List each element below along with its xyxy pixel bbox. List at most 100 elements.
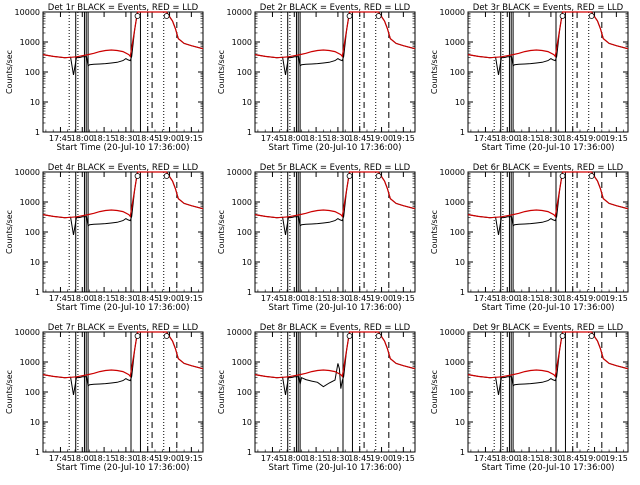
y-tick-label: 1 <box>460 128 465 137</box>
x-tick-label: 18:00 <box>71 294 94 303</box>
x-axis-label: Start Time (20-Jul-10 17:36:00) <box>269 143 402 153</box>
y-tick-label: 10000 <box>440 328 465 337</box>
panel-6: Det 6r BLACK = Events, RED = LLD 1 10 100 10… <box>430 163 629 313</box>
x-tick-label: 18:45 <box>561 454 584 463</box>
peak-marker-circle <box>588 173 595 179</box>
x-tick-label: 18:30 <box>326 454 349 463</box>
lld-series-line <box>467 11 629 59</box>
x-tick-label: 19:00 <box>583 294 606 303</box>
y-tick-label: 100 <box>237 68 252 77</box>
y-tick-label: 10 <box>455 98 465 107</box>
x-tick-label: 19:15 <box>605 134 628 143</box>
y-tick-label: 10 <box>455 418 465 427</box>
x-tick-label: 18:15 <box>93 454 116 463</box>
plot-frame <box>254 331 416 453</box>
x-tick-label: 18:15 <box>518 454 541 463</box>
peak-marker-circle <box>134 333 141 339</box>
x-tick-label: 17:45 <box>261 454 284 463</box>
x-tick-label: 18:45 <box>348 294 371 303</box>
x-tick-label: 17:45 <box>474 134 497 143</box>
y-tick-label: 10 <box>30 418 40 427</box>
events-series-line <box>254 11 416 75</box>
events-series-line <box>254 171 416 235</box>
x-tick-label: 18:30 <box>539 294 562 303</box>
panel-title: Det 5r BLACK = Events, RED = LLD <box>260 163 411 173</box>
y-tick-label: 100 <box>25 68 40 77</box>
x-tick-label: 17:45 <box>474 294 497 303</box>
y-tick-label: 1000 <box>20 198 40 207</box>
x-tick-label: 18:45 <box>348 134 371 143</box>
y-axis-label: Counts/sec <box>5 50 14 94</box>
peak-marker-circle <box>375 13 382 19</box>
x-tick-label: 19:15 <box>180 294 203 303</box>
x-tick-label: 18:30 <box>539 134 562 143</box>
x-tick-label: 19:00 <box>158 294 181 303</box>
panel-4: Det 4r BLACK = Events, RED = LLD 1 10 100 10… <box>5 163 204 313</box>
panel-title: Det 7r BLACK = Events, RED = LLD <box>48 323 199 333</box>
x-tick-label: 17:45 <box>49 454 72 463</box>
y-tick-label: 10000 <box>15 168 40 177</box>
y-tick-label: 100 <box>25 228 40 237</box>
x-tick-label: 17:45 <box>49 294 72 303</box>
x-axis-label: Start Time (20-Jul-10 17:36:00) <box>482 303 615 313</box>
y-axis-label: Counts/sec <box>430 370 439 414</box>
y-tick-label: 100 <box>450 228 465 237</box>
y-tick-label: 100 <box>450 68 465 77</box>
x-tick-label: 18:00 <box>283 294 306 303</box>
lld-series-line <box>254 331 416 379</box>
y-tick-label: 100 <box>237 228 252 237</box>
x-tick-label: 18:00 <box>283 454 306 463</box>
x-tick-label: 19:15 <box>180 454 203 463</box>
x-tick-label: 19:00 <box>158 134 181 143</box>
y-tick-label: 10000 <box>227 328 252 337</box>
panel-title: Det 3r BLACK = Events, RED = LLD <box>473 3 624 13</box>
lld-series-line <box>42 331 204 379</box>
y-tick-label: 1 <box>247 128 252 137</box>
x-axis-label: Start Time (20-Jul-10 17:36:00) <box>482 463 615 473</box>
y-tick-label: 1 <box>460 288 465 297</box>
x-tick-label: 17:45 <box>261 134 284 143</box>
x-axis-label: Start Time (20-Jul-10 17:36:00) <box>269 303 402 313</box>
y-tick-label: 10 <box>242 258 252 267</box>
peak-marker-circle <box>559 13 566 19</box>
y-tick-label: 1000 <box>232 198 252 207</box>
lld-series-line <box>467 171 629 219</box>
peak-marker-circle <box>163 333 170 339</box>
x-tick-label: 18:45 <box>561 294 584 303</box>
peak-marker-circle <box>346 333 353 339</box>
x-tick-label: 19:15 <box>605 294 628 303</box>
events-series-line <box>467 331 629 395</box>
x-tick-label: 18:00 <box>496 454 519 463</box>
plot-frame <box>254 11 416 133</box>
y-tick-label: 10000 <box>15 328 40 337</box>
x-tick-label: 18:00 <box>283 134 306 143</box>
y-axis-label: Counts/sec <box>217 370 226 414</box>
x-tick-label: 18:15 <box>305 294 328 303</box>
x-tick-label: 19:15 <box>605 454 628 463</box>
y-axis-label: Counts/sec <box>217 210 226 254</box>
x-tick-label: 18:45 <box>348 454 371 463</box>
plot-frame <box>467 171 629 293</box>
peak-marker-circle <box>375 333 382 339</box>
x-tick-label: 19:15 <box>392 294 415 303</box>
peak-marker-circle <box>163 173 170 179</box>
x-axis-label: Start Time (20-Jul-10 17:36:00) <box>57 303 190 313</box>
peak-marker-circle <box>559 173 566 179</box>
x-tick-label: 18:00 <box>71 134 94 143</box>
panel-title: Det 2r BLACK = Events, RED = LLD <box>260 3 411 13</box>
events-series-line <box>254 331 416 395</box>
panel-8: Det 8r BLACK = Events, RED = LLD 1 10 100 10… <box>217 323 416 473</box>
x-tick-label: 18:15 <box>305 134 328 143</box>
y-tick-label: 10 <box>242 98 252 107</box>
y-axis-label: Counts/sec <box>430 210 439 254</box>
y-tick-label: 100 <box>237 388 252 397</box>
y-tick-label: 1000 <box>445 38 465 47</box>
peak-marker-circle <box>559 333 566 339</box>
panel-3: Det 3r BLACK = Events, RED = LLD 1 10 100 10… <box>430 3 629 153</box>
panel-2: Det 2r BLACK = Events, RED = LLD 1 10 100 10… <box>217 3 416 153</box>
y-axis-label: Counts/sec <box>5 370 14 414</box>
lld-series-line <box>42 11 204 59</box>
x-tick-label: 18:15 <box>518 294 541 303</box>
x-tick-label: 18:00 <box>496 134 519 143</box>
